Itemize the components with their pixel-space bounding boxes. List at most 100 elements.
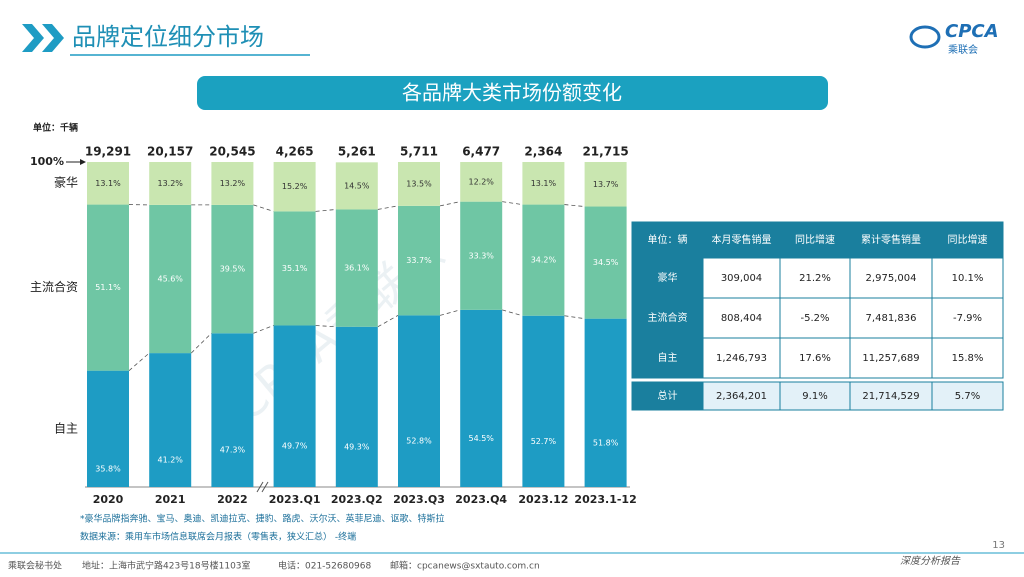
bar-segment	[584, 206, 627, 319]
table-text: 累计零售销量	[861, 233, 921, 246]
value-label: 12.2%	[468, 177, 494, 186]
table-cell	[779, 337, 851, 379]
table-cell	[849, 381, 933, 411]
connector	[564, 204, 585, 207]
x-tick-label: 2023.Q3	[393, 493, 445, 506]
table-text: 总计	[658, 389, 678, 402]
value-label: 13.2%	[220, 179, 246, 188]
chart-note: *豪华品牌指奔驰、宝马、奥迪、凯迪拉克、捷豹、路虎、沃尔沃、英菲尼迪、讴歌、特斯…	[80, 513, 445, 525]
value-label: 49.3%	[344, 442, 370, 451]
x-tick-label: 2023.Q2	[331, 493, 383, 506]
connector	[315, 209, 336, 212]
x-tick-label: 2023.Q4	[455, 493, 507, 506]
connector	[377, 315, 399, 328]
table-cell	[931, 337, 1004, 379]
value-label: 51.1%	[95, 283, 121, 292]
x-tick-label: 2023.Q1	[269, 493, 321, 506]
connector	[502, 201, 523, 205]
value-label: 34.5%	[593, 258, 619, 267]
table-cell	[849, 297, 933, 339]
chevron	[42, 24, 64, 52]
total-label: 21,715	[582, 145, 628, 159]
table-text: 2,364,201	[716, 391, 767, 402]
value-label: 14.5%	[344, 181, 370, 190]
connector	[253, 204, 274, 212]
bar-segment	[87, 204, 129, 371]
value-label: 35.8%	[95, 464, 121, 473]
x-tick-label: 2023.12	[518, 493, 568, 506]
y-tick-label: 100%	[30, 155, 64, 168]
footer-phone: 电话：021-52680968	[278, 560, 372, 572]
bar-segment	[522, 162, 565, 205]
value-label: 51.8%	[593, 438, 619, 447]
value-label: 33.3%	[468, 251, 494, 260]
bar-segment	[87, 162, 129, 205]
connector	[253, 325, 274, 334]
table-cell	[702, 221, 781, 259]
table-cell	[849, 221, 933, 259]
bar-segment	[211, 204, 254, 334]
connector	[564, 315, 585, 320]
total-label: 6,477	[462, 145, 500, 159]
bar-segment	[398, 162, 440, 206]
table-text: 11,257,689	[862, 353, 919, 364]
bar-segment	[273, 325, 316, 487]
table-cell	[931, 257, 1004, 299]
bar-segment	[211, 162, 254, 205]
logo-text: CPCA	[945, 21, 999, 42]
value-label: 13.1%	[95, 179, 121, 188]
value-label: 41.2%	[157, 456, 183, 465]
table-text: 21.2%	[799, 273, 831, 284]
table-cell	[702, 297, 781, 339]
value-label: 39.5%	[220, 265, 246, 274]
value-label: 13.7%	[593, 180, 619, 189]
value-label: 13.1%	[531, 179, 557, 188]
total-label: 20,157	[147, 145, 193, 159]
bar-segment	[335, 162, 378, 210]
connector	[377, 205, 399, 210]
table-cell	[631, 221, 704, 259]
value-label: 15.2%	[282, 182, 308, 191]
x-tick-label: 2022	[217, 493, 248, 506]
bar-segment	[584, 318, 627, 487]
table-text: 豪华	[658, 271, 678, 284]
bar-segment	[149, 162, 192, 205]
value-label: 34.2%	[531, 256, 557, 265]
table-text: 2,975,004	[866, 273, 917, 284]
bar-segment	[584, 162, 627, 207]
bar-segment	[460, 162, 503, 202]
bar-segment	[149, 204, 192, 354]
table-text: 1,246,793	[716, 353, 767, 364]
bar-segment	[398, 315, 440, 487]
value-label: 33.7%	[406, 256, 432, 265]
bar-segment	[460, 201, 503, 310]
table-text: 7,481,836	[866, 313, 917, 324]
series-label: 豪华	[54, 175, 78, 190]
table-text: 同比增速	[948, 233, 988, 246]
bar-segment	[460, 309, 503, 487]
table-text: 同比增速	[795, 233, 835, 246]
axis-break	[256, 481, 264, 493]
banner-text: 各品牌大类市场份额变化	[402, 81, 622, 105]
table-text: 单位：辆	[648, 233, 688, 246]
table-cell	[931, 381, 1004, 411]
bar-segment	[335, 209, 378, 327]
table-text: 15.8%	[952, 353, 984, 364]
table-cell	[849, 337, 933, 379]
table-cell	[931, 221, 1004, 259]
connector	[439, 201, 461, 207]
total-label: 4,265	[276, 145, 314, 159]
footer-email: 邮箱：cpcanews@sxtauto.com.cn	[390, 560, 540, 572]
table-cell	[779, 221, 851, 259]
bar-segment	[398, 205, 440, 316]
footer-address: 地址：上海市武宁路423号18号楼1103室	[82, 560, 251, 572]
chevron	[22, 24, 44, 52]
value-label: 36.1%	[344, 264, 370, 273]
total-label: 2,364	[524, 145, 562, 159]
bar-segment	[335, 326, 378, 487]
footer-tag: 深度分析报告	[900, 555, 961, 567]
table-text: 自主	[658, 351, 678, 364]
connector	[315, 325, 336, 328]
value-label: 13.2%	[157, 179, 183, 188]
